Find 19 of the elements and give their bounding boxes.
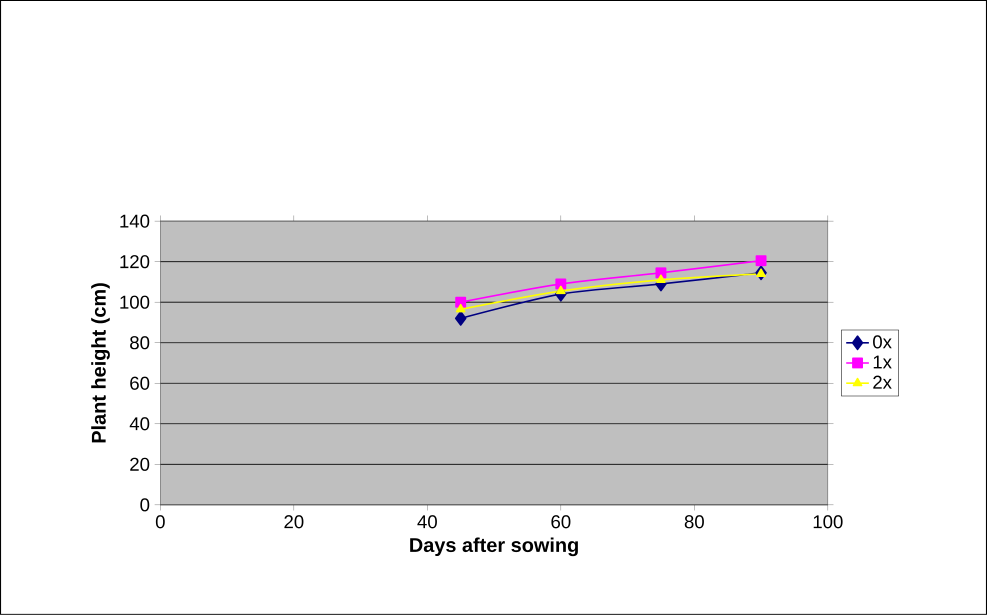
y-tick-label: 80 [130, 336, 150, 350]
x-tick-label: 100 [814, 515, 843, 528]
x-tick-label: 60 [551, 515, 570, 528]
x-axis-title: Days after sowing [410, 538, 578, 556]
y-tick-label: 0 [140, 498, 150, 512]
y-tick-label: 140 [120, 214, 150, 228]
x-tick-label: 40 [417, 515, 437, 528]
legend-label: 0x [873, 335, 892, 349]
y-tick-label: 100 [120, 296, 150, 309]
y-tick-label: 60 [130, 376, 150, 390]
legend-label: 2x [873, 376, 892, 389]
y-tick-label: 40 [130, 417, 150, 430]
x-tick-label: 0 [156, 515, 165, 528]
y-tick-label: 120 [120, 255, 150, 268]
y-axis-title: Plant height (cm) [91, 283, 110, 442]
y-tick-label: 20 [130, 458, 150, 471]
x-tick-label: 80 [684, 515, 704, 528]
x-tick-label: 20 [284, 515, 304, 528]
legend-label: 1x [874, 356, 892, 368]
